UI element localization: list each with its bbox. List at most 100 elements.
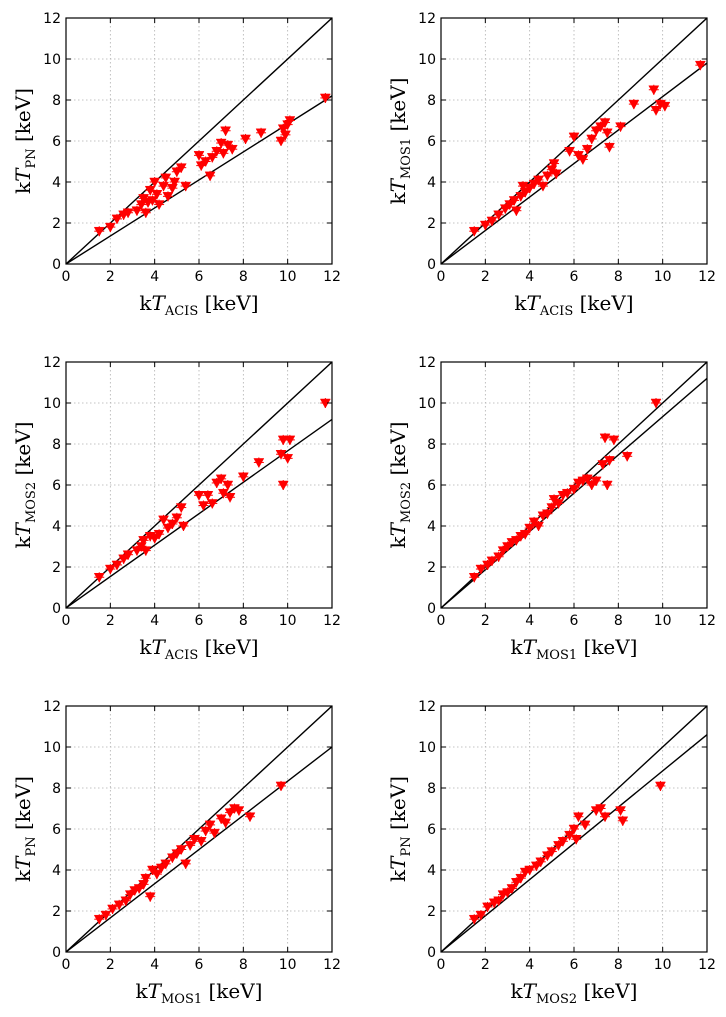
data-point [568,131,580,143]
label-subscript: MOS1 [399,138,414,179]
data-point [561,488,573,499]
data-point [138,535,150,546]
data-point [111,559,123,571]
data-point [493,551,505,563]
data-point [160,858,172,870]
x-tick-label: 10 [279,269,297,285]
y-tick-label: 8 [427,781,436,797]
y-tick-label: 2 [52,560,61,576]
label-prefix: k [11,181,35,194]
x-tick-label: 12 [323,957,341,973]
data-point [564,146,575,157]
label-unit: [keV] [202,979,262,1003]
label-subscript: MOS2 [536,992,577,1007]
data-point [510,205,522,217]
data-point [519,529,531,540]
data-point [120,895,132,907]
label-unit: [keV] [11,776,35,836]
data-point [171,512,183,524]
label-unit: [keV] [11,422,35,482]
data-point [222,480,234,491]
data-point [586,133,598,145]
data-point [475,564,487,575]
y-tick-label: 12 [418,11,436,27]
y-tick-label: 6 [52,134,61,150]
data-point [100,910,112,921]
data-point [180,858,192,870]
data-point [200,156,212,168]
data-point [577,154,589,165]
x-tick-label: 10 [654,957,672,973]
label-prefix: k [11,536,35,549]
data-point [93,572,105,583]
y-tick-label: 4 [52,175,61,191]
x-tick-label: 0 [62,957,71,973]
label-subscript: MOS1 [161,992,202,1007]
label-variable: T [386,521,410,536]
data-point [184,840,196,851]
data-point [493,895,505,907]
data-point [133,883,145,894]
y-tick-label: 12 [43,355,61,371]
y-tick-label: 0 [427,945,436,961]
label-subscript: PN [399,836,414,856]
label-subscript: PN [24,148,39,168]
y-tick-label: 2 [52,904,61,920]
label-subscript: ACIS [539,304,573,319]
y-tick-label: 12 [418,355,436,371]
data-point [280,129,291,141]
y-axis-label: kTPN [keV] [11,776,39,882]
data-point [104,222,116,233]
x-tick-label: 4 [525,957,534,973]
x-tick-label: 8 [239,613,248,629]
x-tick-label: 2 [481,269,490,285]
data-point [524,183,536,194]
data-point [202,490,214,501]
x-tick-label: 8 [239,269,248,285]
x-tick-label: 4 [150,269,159,285]
y-tick-label: 4 [52,863,61,879]
data-point [604,455,615,466]
x-tick-label: 6 [195,613,204,629]
data-point [615,805,626,817]
data-point [319,398,331,409]
data-point [240,133,251,145]
y-tick-label: 0 [427,257,436,273]
data-point [118,553,130,565]
data-point [557,836,569,847]
label-variable: T [386,855,410,870]
data-point [548,158,560,170]
y-axis-label: kTPN [keV] [386,776,414,882]
data-point [198,500,209,512]
x-tick-label: 10 [279,957,297,973]
label-prefix: k [386,192,410,205]
y-axis-label: kTMOS2 [keV] [386,422,414,549]
data-point [140,873,152,884]
y-tick-label: 8 [427,93,436,109]
data-point [220,817,232,829]
data-point [479,220,491,231]
data-point [149,177,161,188]
y-tick-label: 8 [52,93,61,109]
data-point [659,101,671,112]
data-point [570,834,582,845]
data-point [206,152,218,163]
y-tick-label: 4 [427,519,436,535]
data-point [599,432,611,444]
x-tick-label: 12 [323,269,341,285]
data-point [277,480,289,491]
x-axis-label: kTMOS1 [keV] [136,979,263,1007]
x-tick-label: 4 [150,957,159,973]
data-point [524,523,536,534]
x-tick-label: 12 [698,613,716,629]
data-point [515,191,527,202]
data-point [93,226,105,237]
data-point [175,502,187,514]
y-tick-label: 6 [427,134,436,150]
x-tick-label: 6 [195,269,204,285]
fit-line [441,734,707,952]
